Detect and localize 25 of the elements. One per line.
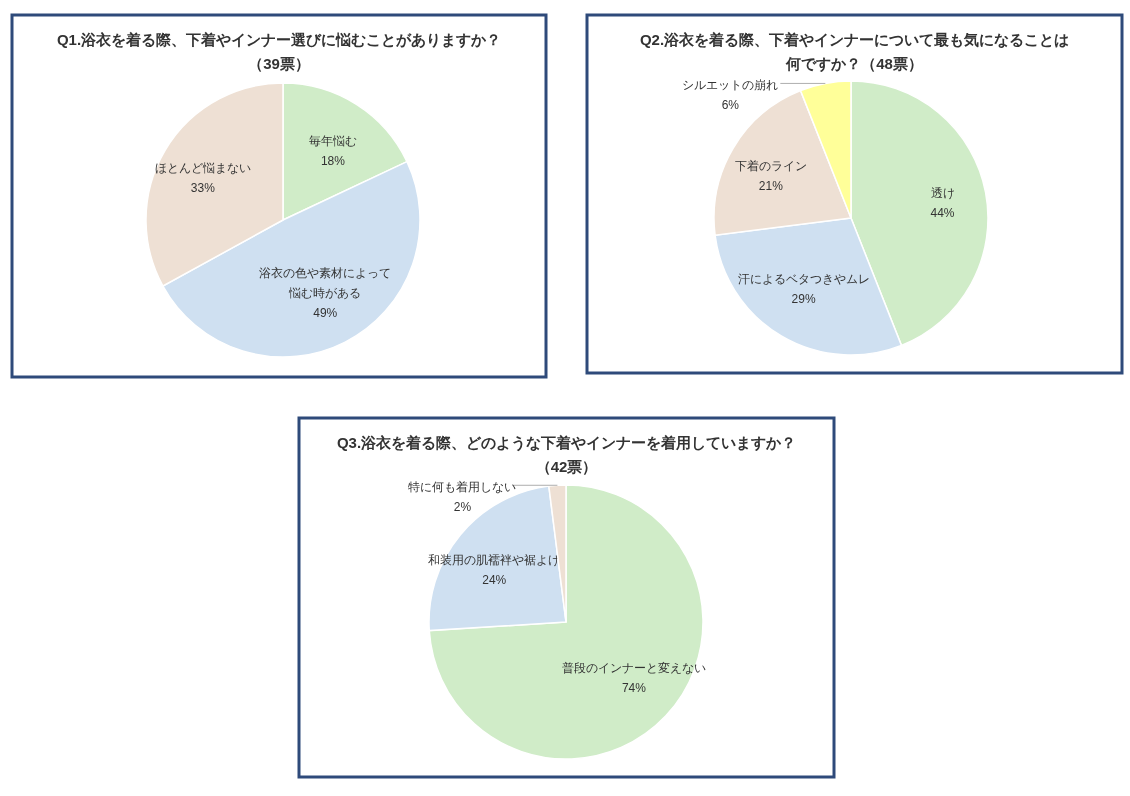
data-label: 2% bbox=[453, 500, 472, 515]
data-label: 49% bbox=[313, 306, 338, 321]
data-label: 18% bbox=[320, 153, 346, 168]
slice-label: 下着のライン bbox=[734, 159, 807, 174]
slice-label: シルエットの崩れ bbox=[682, 78, 779, 93]
slice-label: 毎年悩む bbox=[308, 133, 357, 148]
slice-label: 透け bbox=[930, 185, 955, 200]
data-label: 6% bbox=[721, 98, 740, 113]
chart-subtitle: （42票） bbox=[535, 458, 598, 475]
slice-label: 特に何も着用しない bbox=[408, 480, 517, 495]
chart-subtitle: （39票） bbox=[248, 55, 310, 72]
data-label: 44% bbox=[930, 205, 955, 220]
data-label: 24% bbox=[482, 572, 507, 587]
slice-label: 汗によるベタつきやムレ bbox=[737, 271, 870, 286]
slice-label: 浴衣の色や素材によって悩む時がある bbox=[259, 266, 392, 301]
slice-label: ほとんど悩まない bbox=[154, 161, 251, 176]
slice-label: 普段のインナーと変えない bbox=[561, 661, 706, 676]
data-label: 74% bbox=[621, 681, 647, 696]
chart-title: Q2.浴衣を着る際、下着やインナーについて最も気になることは何ですか？（48票） bbox=[639, 31, 1070, 73]
data-label: 21% bbox=[758, 179, 784, 194]
chart-title: Q1.浴衣を着る際、下着やインナー選びに悩むことがありますか？ bbox=[56, 31, 502, 49]
data-label: 33% bbox=[190, 181, 216, 196]
data-label: 29% bbox=[791, 291, 816, 306]
slice-label: 和装用の肌襦袢や裾よけ bbox=[428, 552, 561, 567]
chart-title: Q3.浴衣を着る際、どのような下着やインナーを着用していますか？ bbox=[336, 434, 797, 452]
